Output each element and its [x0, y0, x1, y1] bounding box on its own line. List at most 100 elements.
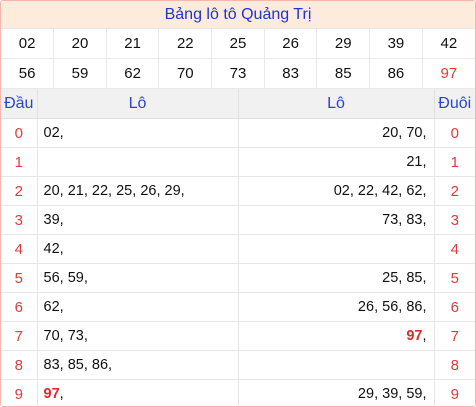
lo-right-cell: 29, 39, 59, — [238, 379, 435, 406]
lo-number: 25 — [382, 270, 399, 286]
duoi-cell: 1 — [434, 147, 475, 177]
dau-cell: 8 — [1, 350, 38, 380]
lo-number: 70 — [406, 125, 423, 141]
lo-right-cell: 20, 70, — [238, 118, 435, 148]
number-cell: 21 — [106, 29, 160, 59]
lo-left-cell: 56, 59, — [37, 263, 239, 293]
number-cell: 29 — [316, 29, 371, 59]
lo-left-cell: 02, — [37, 118, 239, 148]
lo-right-cell — [238, 234, 435, 264]
lo-number: 73 — [67, 328, 84, 344]
duoi-cell: 7 — [434, 321, 475, 351]
duoi-cell: 8 — [434, 350, 475, 380]
loto-breakdown-table: Đầu Lô Lô Đuôi 0 02, 20, 70, 0 1 21, 1 2 20, … — [1, 89, 475, 406]
lo-number: 39 — [43, 212, 60, 228]
lo-left-cell: 83, 85, 86, — [37, 350, 239, 380]
lo-number: 26 — [357, 299, 375, 315]
number-cell: 42 — [422, 29, 475, 59]
lo-left-cell: 62, — [37, 292, 239, 322]
lo-number: 56 — [43, 270, 60, 286]
table-title: Bảng lô tô Quảng Trị — [1, 1, 475, 29]
number-cell: 39 — [369, 29, 423, 59]
lo-number: 02 — [43, 125, 60, 141]
lo-number: 21 — [67, 183, 84, 199]
lo-left-cell: 20, 21, 22, 25, 26, 29, — [37, 176, 239, 206]
lo-left-cell: 39, — [37, 205, 239, 235]
dau-cell: 4 — [1, 234, 38, 264]
dau-cell: 7 — [1, 321, 38, 351]
duoi-cell: 0 — [434, 118, 475, 148]
lo-number: 70 — [43, 328, 60, 344]
table-row: 8 83, 85, 86, 8 — [1, 350, 475, 380]
number-cell: 59 — [53, 58, 107, 89]
header-row: Đầu Lô Lô Đuôi — [1, 89, 475, 119]
lo-number: 97 — [406, 328, 423, 344]
dau-cell: 2 — [1, 176, 38, 206]
number-cell: 70 — [158, 58, 213, 89]
lo-number: 86 — [91, 357, 109, 373]
lo-number: 39 — [382, 386, 399, 402]
lo-number: 62 — [406, 183, 423, 199]
lo-number: 21 — [406, 154, 423, 170]
lo-number: 83 — [43, 357, 60, 373]
number-cell: 20 — [53, 29, 107, 59]
header-duoi: Đuôi — [434, 89, 475, 119]
duoi-cell: 9 — [434, 379, 475, 406]
duoi-cell: 4 — [434, 234, 475, 264]
lo-number: 83 — [406, 212, 423, 228]
dau-cell: 5 — [1, 263, 38, 293]
duoi-cell: 5 — [434, 263, 475, 293]
lo-number: 02 — [333, 183, 350, 199]
dau-cell: 9 — [1, 379, 38, 406]
dau-cell: 6 — [1, 292, 38, 322]
lo-right-cell: 73, 83, — [238, 205, 435, 235]
header-dau: Đầu — [1, 89, 38, 119]
duoi-cell: 2 — [434, 176, 475, 206]
number-cell: 83 — [264, 58, 318, 89]
lo-left-cell: 42, — [37, 234, 239, 264]
header-lo-left: Lô — [37, 89, 239, 119]
numbers-grid: 02 20 21 22 25 26 29 39 42 56 59 62 70 73 83 85 86 97 — [1, 29, 475, 89]
table-row: 3 39, 73, 83, 3 — [1, 205, 475, 235]
lo-number: 20 — [382, 125, 399, 141]
lo-number: 25 — [116, 183, 133, 199]
dau-cell: 1 — [1, 147, 38, 177]
lo-number: 22 — [91, 183, 109, 199]
number-cell: 85 — [316, 58, 371, 89]
lo-number: 29 — [164, 183, 181, 199]
number-cell: 86 — [369, 58, 423, 89]
lo-number: 56 — [382, 299, 399, 315]
lo-number: 86 — [406, 299, 423, 315]
number-cell: 26 — [264, 29, 318, 59]
number-cell: 73 — [211, 58, 265, 89]
table-row: 2 20, 21, 22, 25, 26, 29, 02, 22, 42, 62,… — [1, 176, 475, 206]
table-row: 7 70, 73, 97, 7 — [1, 321, 475, 351]
table-row: 1 21, 1 — [1, 147, 475, 177]
lo-number: 29 — [357, 386, 375, 402]
dau-cell: 0 — [1, 118, 38, 148]
lo-number: 26 — [140, 183, 157, 199]
lo-number: 62 — [43, 299, 60, 315]
numbers-row: 56 59 62 70 73 83 85 86 97 — [1, 58, 475, 89]
lo-number: 42 — [43, 241, 60, 257]
lo-right-cell — [238, 350, 435, 380]
lo-right-cell: 21, — [238, 147, 435, 177]
duoi-cell: 6 — [434, 292, 475, 322]
lo-number: 59 — [406, 386, 423, 402]
number-cell: 97 — [422, 58, 475, 89]
number-cell: 22 — [158, 29, 213, 59]
lo-number: 20 — [43, 183, 60, 199]
header-lo-right: Lô — [238, 89, 435, 119]
lo-number: 97 — [43, 386, 60, 402]
lo-left-cell — [37, 147, 239, 177]
number-cell: 56 — [1, 58, 55, 89]
lo-right-cell: 02, 22, 42, 62, — [238, 176, 435, 206]
lo-right-cell: 97, — [238, 321, 435, 351]
lo-left-cell: 70, 73, — [37, 321, 239, 351]
dau-cell: 3 — [1, 205, 38, 235]
lo-right-cell: 26, 56, 86, — [238, 292, 435, 322]
lo-number: 59 — [67, 270, 84, 286]
table-row: 9 97, 29, 39, 59, 9 — [1, 379, 475, 406]
numbers-row: 02 20 21 22 25 26 29 39 42 — [1, 29, 475, 59]
